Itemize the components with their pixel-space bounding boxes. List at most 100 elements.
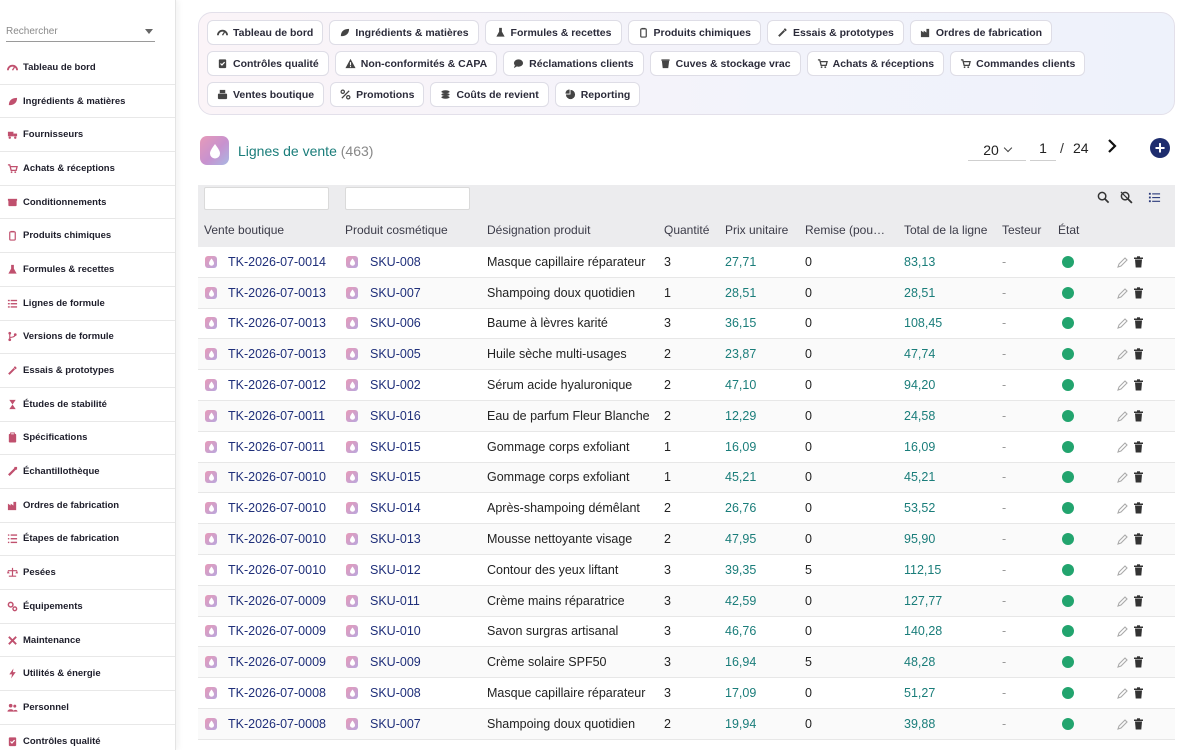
col-quantite[interactable]: Quantité xyxy=(664,223,710,237)
delete-icon[interactable] xyxy=(1133,471,1144,483)
delete-icon[interactable] xyxy=(1133,533,1144,545)
delete-icon[interactable] xyxy=(1133,256,1144,268)
col-designation-produit[interactable]: Désignation produit xyxy=(487,223,591,237)
sku-link[interactable]: SKU-015 xyxy=(370,439,421,454)
table-row[interactable]: TK-2026-07-0011 SKU-016 Eau de parfum Fleu… xyxy=(198,400,1175,432)
sku-link[interactable]: SKU-013 xyxy=(370,532,421,547)
vente-link[interactable]: TK-2026-07-0009 xyxy=(228,624,326,639)
table-row[interactable]: TK-2026-07-0012 SKU-002 Sérum acide hyalur… xyxy=(198,370,1175,401)
search-icon[interactable] xyxy=(1097,191,1111,205)
vente-link[interactable]: TK-2026-07-0008 xyxy=(228,686,326,701)
module-button[interactable]: Réclamations clients xyxy=(503,51,644,76)
vente-link[interactable]: TK-2026-07-0011 xyxy=(228,408,326,423)
col-prix-unitaire[interactable]: Prix unitaire xyxy=(725,223,789,237)
col-vente-boutique[interactable]: Vente boutique xyxy=(204,223,285,237)
table-row[interactable]: TK-2026-07-0009 SKU-010 Savon surgras arti… xyxy=(198,616,1175,648)
clear-filter-icon[interactable] xyxy=(1120,191,1134,205)
vente-link[interactable]: TK-2026-07-0009 xyxy=(228,655,326,670)
sidebar-item[interactable]: Spécifications xyxy=(0,422,175,456)
table-row[interactable]: TK-2026-07-0010 SKU-015 Gommage corps exfo… xyxy=(198,462,1175,494)
sidebar-search[interactable] xyxy=(6,22,155,42)
edit-icon[interactable] xyxy=(1117,441,1128,453)
sidebar-item[interactable]: Formules & recettes xyxy=(0,253,175,287)
sidebar-item[interactable]: Étapes de fabrication xyxy=(0,523,175,557)
sidebar-item[interactable]: Contrôles qualité xyxy=(0,725,175,750)
module-button[interactable]: Produits chimiques xyxy=(627,20,761,45)
sidebar-item[interactable]: Lignes de formule xyxy=(0,287,175,321)
edit-icon[interactable] xyxy=(1117,533,1128,545)
vente-link[interactable]: TK-2026-07-0008 xyxy=(228,716,326,731)
module-button[interactable]: Formules & recettes xyxy=(484,20,622,45)
table-row[interactable]: TK-2026-07-0010 SKU-013 Mousse nettoyante … xyxy=(198,524,1175,555)
edit-icon[interactable] xyxy=(1117,625,1128,638)
delete-icon[interactable] xyxy=(1133,687,1144,699)
module-button[interactable]: Ventes boutique xyxy=(207,82,325,107)
module-button[interactable]: Ordres de fabrication xyxy=(909,20,1053,45)
sidebar-item[interactable]: Produits chimiques xyxy=(0,219,175,254)
next-page-button[interactable] xyxy=(1104,138,1122,156)
sidebar-item[interactable]: Pesées xyxy=(0,556,175,590)
delete-icon[interactable] xyxy=(1133,348,1144,360)
vente-link[interactable]: TK-2026-07-0014 xyxy=(228,254,326,269)
table-row[interactable]: TK-2026-07-0011 SKU-015 Gommage corps exfo… xyxy=(198,431,1175,463)
edit-icon[interactable] xyxy=(1117,718,1128,730)
delete-icon[interactable] xyxy=(1133,502,1144,514)
search-input[interactable] xyxy=(6,26,126,37)
edit-icon[interactable] xyxy=(1117,379,1128,391)
vente-link[interactable]: TK-2026-07-0013 xyxy=(228,285,326,300)
delete-icon[interactable] xyxy=(1133,625,1144,637)
sku-link[interactable]: SKU-012 xyxy=(370,562,421,577)
sku-link[interactable]: SKU-007 xyxy=(370,285,421,300)
module-button[interactable]: Commandes clients xyxy=(950,51,1086,76)
sidebar-item[interactable]: Fournisseurs xyxy=(0,118,175,153)
edit-icon[interactable] xyxy=(1117,687,1128,699)
delete-icon[interactable] xyxy=(1133,718,1144,730)
module-button[interactable]: Cuves & stockage vrac xyxy=(649,51,801,76)
sidebar-item[interactable]: Études de stabilité xyxy=(0,388,175,422)
table-row[interactable]: TK-2026-07-0013 SKU-007 Shampoing doux quo… xyxy=(198,277,1175,309)
table-row[interactable]: TK-2026-07-0009 SKU-009 Crème solaire SPF5… xyxy=(198,647,1175,679)
delete-icon[interactable] xyxy=(1133,440,1144,453)
chevron-down-icon[interactable] xyxy=(145,29,153,34)
vente-link[interactable]: TK-2026-07-0010 xyxy=(228,532,326,547)
vente-link[interactable]: TK-2026-07-0011 xyxy=(228,439,326,454)
vente-link[interactable]: TK-2026-07-0012 xyxy=(228,378,326,393)
sidebar-item[interactable]: Maintenance xyxy=(0,624,175,658)
table-row[interactable]: TK-2026-07-0008 SKU-008 Masque capillaire … xyxy=(198,678,1175,709)
sidebar-item[interactable]: Tableau de bord xyxy=(0,51,175,85)
sku-link[interactable]: SKU-006 xyxy=(370,316,421,331)
page-number-input[interactable]: 1 xyxy=(1030,139,1056,161)
sidebar-item[interactable]: Ingrédients & matières xyxy=(0,85,175,119)
edit-icon[interactable] xyxy=(1117,317,1128,330)
sku-link[interactable]: SKU-016 xyxy=(370,408,421,423)
delete-icon[interactable] xyxy=(1133,379,1144,391)
page-size-select[interactable]: 20 xyxy=(968,139,1026,161)
delete-icon[interactable] xyxy=(1133,317,1144,329)
sidebar-item[interactable]: Conditionnements xyxy=(0,186,175,220)
sku-link[interactable]: SKU-010 xyxy=(370,624,421,639)
table-row[interactable]: TK-2026-07-0009 SKU-011 Crème mains répara… xyxy=(198,585,1175,617)
sku-link[interactable]: SKU-007 xyxy=(370,716,421,731)
sidebar-item[interactable]: Utilités & énergie xyxy=(0,657,175,692)
table-row[interactable]: TK-2026-07-0013 SKU-006 Baume à lèvres kar… xyxy=(198,308,1175,340)
module-button[interactable]: Achats & réceptions xyxy=(806,51,945,76)
delete-icon[interactable] xyxy=(1133,656,1144,668)
edit-icon[interactable] xyxy=(1117,256,1128,268)
table-row[interactable]: TK-2026-07-0014 SKU-008 Masque capillaire … xyxy=(198,247,1175,278)
col-produit-cosmetique[interactable]: Produit cosmétique xyxy=(345,223,448,237)
table-row[interactable]: TK-2026-07-0010 SKU-012 Contour des yeux l… xyxy=(198,554,1175,586)
module-button[interactable]: Ingrédients & matières xyxy=(329,20,479,45)
sku-link[interactable]: SKU-005 xyxy=(370,347,421,362)
edit-icon[interactable] xyxy=(1117,287,1128,299)
col-remise[interactable]: Remise (pou… xyxy=(805,223,886,237)
sku-link[interactable]: SKU-015 xyxy=(370,470,421,485)
vente-link[interactable]: TK-2026-07-0009 xyxy=(228,593,326,608)
filter-produit-input[interactable] xyxy=(345,187,470,210)
module-button[interactable]: Coûts de revient xyxy=(430,82,549,107)
add-record-button[interactable]: + xyxy=(1150,138,1170,158)
delete-icon[interactable] xyxy=(1133,594,1144,607)
module-button[interactable]: Tableau de bord xyxy=(207,20,324,45)
edit-icon[interactable] xyxy=(1117,348,1128,361)
vente-link[interactable]: TK-2026-07-0010 xyxy=(228,501,326,516)
edit-icon[interactable] xyxy=(1117,564,1128,576)
